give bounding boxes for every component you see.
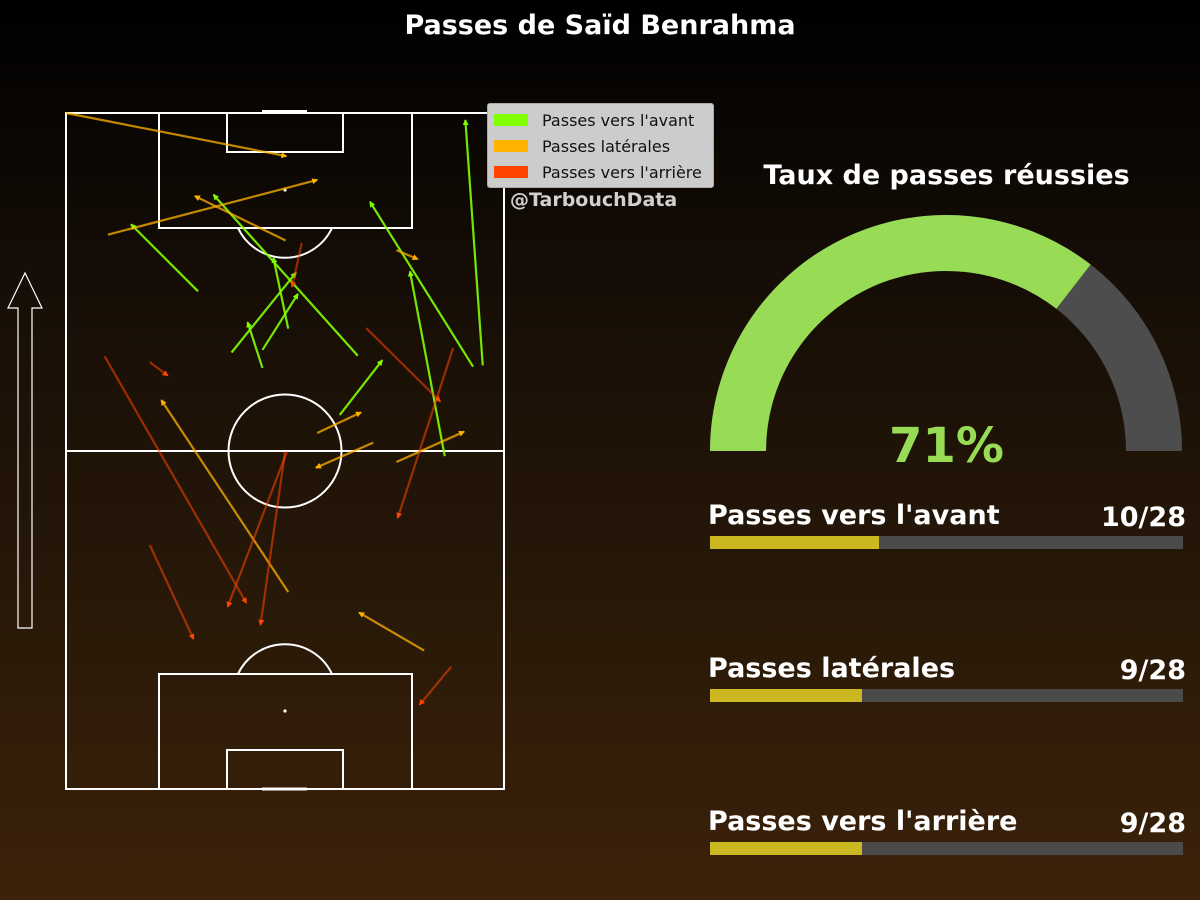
legend-swatch-lateral	[494, 140, 528, 152]
pass-backward-7	[148, 544, 195, 640]
pass-backward-5	[226, 451, 288, 608]
stat-lateral-bar-fill	[710, 689, 863, 702]
legend-item-forward: Passes vers l'avant	[494, 110, 694, 130]
stat-backward: Passes vers l'arrière 9/28	[708, 806, 1186, 866]
pass-lateral-7	[193, 195, 287, 242]
stat-lateral-bar-track	[710, 689, 1183, 702]
pass-backward-3	[365, 327, 442, 403]
stat-backward-bar-track	[710, 842, 1183, 855]
pass-forward-9	[246, 321, 264, 369]
pass-forward-4	[212, 194, 359, 357]
stat-forward-count: 10/28	[1100, 502, 1186, 533]
gauge-title: Taux de passes réussies	[763, 160, 1130, 191]
pass-lateral-1	[65, 111, 288, 159]
pass-backward-6	[258, 452, 287, 626]
pass-forward-7	[230, 271, 297, 354]
pitch-markings	[65, 110, 505, 791]
pass-lateral-6	[315, 441, 374, 469]
legend-label-lateral: Passes latérales	[542, 136, 671, 156]
pass-lateral-8	[160, 399, 290, 593]
pass-forward-6	[261, 293, 299, 351]
legend-swatch-forward	[494, 114, 528, 126]
pass-forward-3	[369, 200, 475, 368]
bottom-penalty-spot	[283, 709, 287, 713]
passes-layer	[65, 111, 484, 706]
stat-forward-bar-track	[710, 536, 1183, 549]
legend-item-backward: Passes vers l'arrière	[494, 162, 702, 182]
centre-circle	[227, 393, 343, 509]
legend-label-backward: Passes vers l'arrière	[542, 162, 702, 182]
stat-forward: Passes vers l'avant 10/28	[708, 500, 1186, 560]
pass-backward-8	[418, 665, 453, 706]
watermark: @TarbouchData	[510, 189, 678, 211]
legend-item-lateral: Passes latérales	[494, 136, 670, 156]
stat-backward-count: 9/28	[1119, 808, 1186, 839]
stat-backward-label: Passes vers l'arrière	[708, 806, 1018, 837]
pass-forward-2	[407, 270, 446, 457]
bottom-six-yard-box	[226, 749, 344, 790]
pass-forward-10	[338, 359, 384, 416]
top-penalty-arc	[237, 227, 333, 259]
pass-forward-5	[130, 223, 199, 293]
gauge-fill	[710, 215, 1091, 452]
attack-direction-arrow	[7, 271, 43, 629]
pass-lateral-9	[358, 611, 425, 652]
legend-label-forward: Passes vers l'avant	[542, 110, 695, 130]
bottom-penalty-box	[158, 673, 413, 790]
stat-lateral-count: 9/28	[1119, 655, 1186, 686]
pass-backward-9	[290, 242, 303, 288]
pass-lateral-3	[396, 249, 419, 261]
stat-backward-bar-fill	[710, 842, 863, 855]
pass-backward-1	[103, 355, 248, 604]
pass-lateral-2	[107, 178, 319, 236]
pass-backward-2	[149, 361, 169, 377]
bottom-penalty-arc	[237, 643, 333, 675]
gauge-value: 71%	[889, 418, 1004, 474]
pass-forward-8	[271, 256, 290, 329]
stat-forward-bar-fill	[710, 536, 879, 549]
top-six-yard-box	[226, 112, 344, 153]
stat-lateral: Passes latérales 9/28	[708, 653, 1186, 713]
figure-title: Passes de Saïd Benrahma	[404, 10, 796, 41]
pass-lateral-4	[395, 430, 465, 463]
stat-lateral-label: Passes latérales	[708, 653, 956, 684]
pass-forward-1	[462, 119, 484, 366]
legend-swatch-backward	[494, 166, 528, 178]
stat-forward-label: Passes vers l'avant	[708, 500, 1000, 531]
pass-backward-4	[396, 347, 455, 519]
legend: Passes vers l'avant Passes latérales Pas…	[487, 103, 714, 188]
pass-lateral-5	[316, 411, 362, 434]
